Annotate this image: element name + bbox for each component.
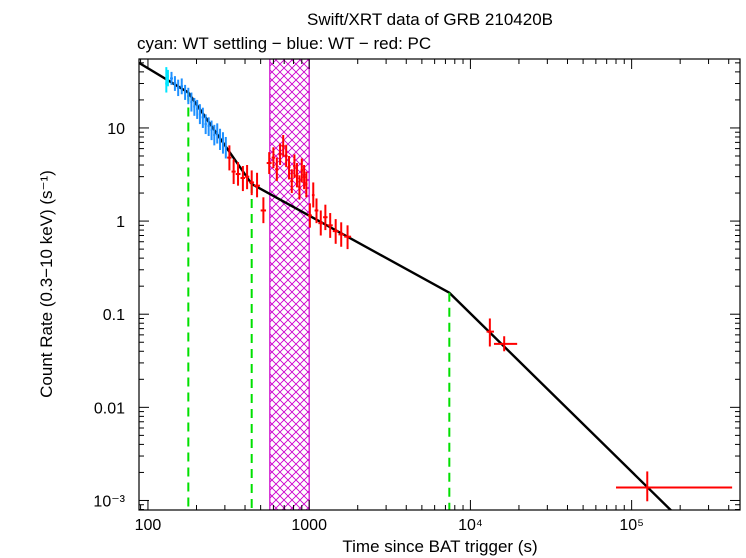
pc-point — [332, 219, 339, 244]
pc-point — [245, 165, 250, 190]
wt-point — [169, 71, 173, 85]
pc-point — [260, 197, 267, 224]
pc-point — [235, 162, 241, 186]
y-tick-label: 0.01 — [94, 400, 125, 417]
pc-point — [290, 169, 294, 194]
wt-point — [183, 84, 187, 100]
x-tick-label: 10⁵ — [619, 517, 643, 534]
wt-settling-point — [166, 69, 169, 87]
pc-point — [275, 157, 279, 181]
pc-point — [327, 213, 333, 238]
wt-point — [224, 136, 227, 159]
wt-point — [190, 92, 193, 112]
x-tick-label: 1000 — [291, 517, 327, 534]
series-wt-settling — [165, 67, 169, 93]
y-tick-label: 0.1 — [103, 307, 125, 324]
pc-point — [305, 171, 308, 198]
wt-point — [196, 99, 199, 119]
pc-point — [240, 166, 246, 192]
x-tick-label: 100 — [135, 517, 162, 534]
chart-subtitle: cyan: WT settling − blue: WT − red: PC — [137, 34, 431, 53]
pc-point — [271, 147, 276, 169]
wt-point — [216, 123, 219, 144]
pc-point — [300, 158, 303, 183]
plot-frame — [138, 58, 741, 511]
x-tick-label: 10⁴ — [458, 517, 483, 534]
pc-point — [338, 222, 345, 247]
y-axis-label: Count Rate (0.3−10 keV) (s⁻¹) — [37, 170, 56, 398]
series-pc — [227, 135, 733, 502]
pc-point — [318, 210, 324, 236]
series-wt — [169, 71, 227, 159]
pc-point — [293, 154, 296, 179]
wt-point — [221, 132, 224, 154]
pc-point — [231, 159, 236, 185]
wt-point — [187, 87, 190, 105]
pc-point — [314, 198, 319, 224]
wt-point — [193, 97, 196, 116]
y-tick-label: 10 — [107, 121, 125, 138]
pc-point — [302, 165, 306, 190]
pc-point — [486, 318, 494, 347]
pc-point — [254, 172, 260, 198]
pc-point — [493, 336, 518, 352]
wt-point — [204, 114, 207, 135]
y-tick-label: 1 — [116, 214, 125, 231]
wt-point — [176, 79, 180, 97]
pc-point — [284, 144, 288, 168]
pc-point — [307, 203, 312, 228]
pc-point — [323, 204, 328, 231]
wt-point — [207, 117, 210, 136]
pc-point — [344, 225, 352, 250]
wt-point — [173, 76, 177, 91]
wt-point — [201, 107, 205, 128]
wt-point — [180, 78, 184, 95]
pc-point — [281, 135, 285, 157]
chart-title: Swift/XRT data of GRB 210420B — [307, 10, 553, 29]
pc-point — [278, 143, 282, 166]
y-tick-label: 10⁻³ — [93, 493, 125, 510]
pc-point — [311, 182, 315, 208]
pc-point — [298, 175, 301, 200]
pc-point — [227, 145, 232, 171]
x-axis-label: Time since BAT trigger (s) — [342, 537, 537, 556]
wt-point — [213, 124, 216, 146]
wt-point — [219, 128, 222, 150]
flare-excluded-region — [269, 59, 310, 510]
pc-point — [295, 163, 299, 188]
pc-point — [287, 155, 291, 180]
wt-point — [210, 120, 213, 141]
pc-point — [266, 152, 272, 175]
pc-point — [616, 471, 733, 502]
wt-point — [198, 104, 201, 125]
pc-point — [249, 170, 255, 196]
